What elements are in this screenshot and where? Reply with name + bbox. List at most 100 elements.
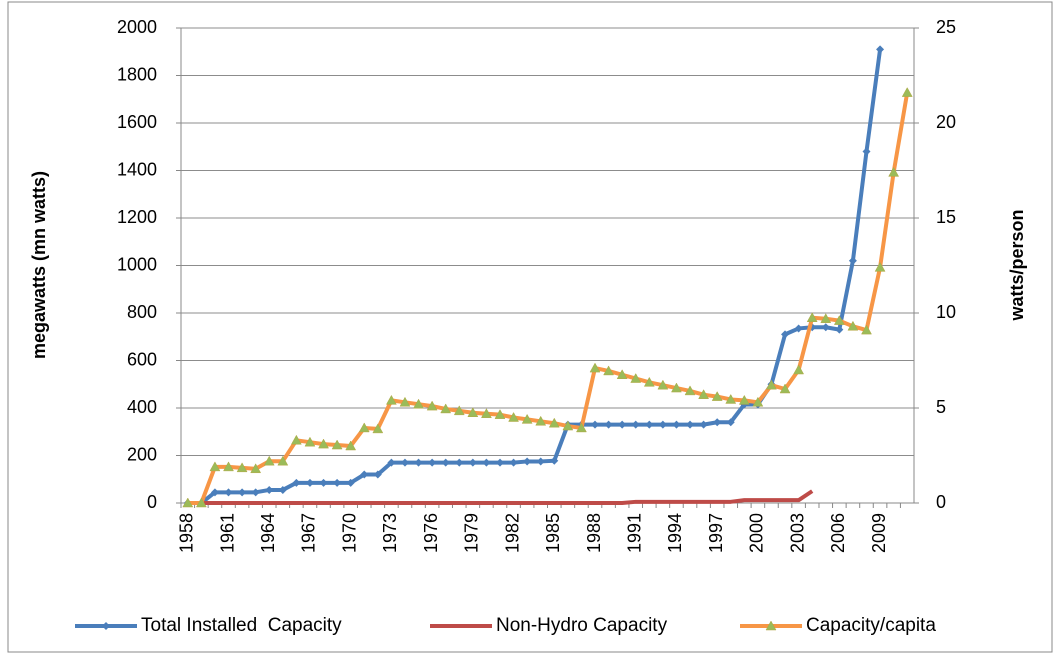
- y-tick-label: 400: [127, 397, 157, 417]
- data-point: [305, 478, 314, 487]
- y2-tick-label: 25: [936, 17, 956, 37]
- data-point: [292, 478, 301, 487]
- data-point: [874, 261, 886, 272]
- data-point: [684, 385, 696, 396]
- data-point: [713, 418, 722, 427]
- x-tick-label: 1964: [258, 513, 278, 553]
- data-point: [535, 415, 547, 426]
- data-point: [209, 461, 221, 472]
- data-point: [182, 497, 194, 508]
- data-point: [265, 485, 274, 494]
- x-tick-label: 1967: [299, 513, 319, 553]
- data-point: [848, 256, 857, 265]
- data-point: [521, 413, 533, 424]
- data-point: [833, 315, 845, 325]
- data-point: [278, 485, 287, 494]
- data-point: [643, 376, 655, 387]
- legend-label: Non-Hydro Capacity: [496, 615, 668, 636]
- data-point: [387, 458, 396, 467]
- data-point: [821, 323, 830, 332]
- data-point: [414, 458, 423, 467]
- data-point: [562, 420, 574, 431]
- data-point: [263, 455, 275, 466]
- data-point: [372, 423, 384, 434]
- y2-tick-label: 5: [936, 397, 946, 417]
- x-tick-label: 1973: [380, 513, 400, 553]
- data-point: [779, 383, 791, 394]
- data-point: [847, 320, 859, 331]
- y2-axis-title: watts/person: [1007, 209, 1027, 321]
- data-point: [453, 405, 465, 416]
- y2-tick-label: 20: [936, 112, 956, 132]
- x-tick-label: 2003: [787, 513, 807, 553]
- data-point: [195, 497, 207, 508]
- data-point: [752, 396, 764, 407]
- data-point: [820, 313, 832, 323]
- data-point: [686, 420, 695, 429]
- data-point: [358, 422, 370, 433]
- y2-tick-label: 10: [936, 302, 956, 322]
- data-point: [876, 45, 885, 54]
- data-point: [576, 422, 587, 433]
- data-point: [630, 373, 642, 383]
- data-point: [482, 458, 491, 467]
- data-point: [333, 478, 342, 487]
- data-point: [455, 458, 464, 467]
- data-point: [360, 470, 369, 479]
- data-point: [901, 87, 913, 97]
- data-point: [631, 420, 640, 429]
- x-tick-label: 2006: [828, 513, 848, 553]
- data-point: [346, 478, 355, 487]
- y-tick-label: 800: [127, 302, 157, 322]
- data-point: [672, 420, 681, 429]
- data-point: [550, 456, 559, 465]
- x-tick-label: 2000: [747, 513, 767, 553]
- data-point: [548, 417, 560, 428]
- data-point: [223, 461, 234, 472]
- data-point: [345, 440, 357, 451]
- chart-border: [7, 1, 1053, 653]
- legend-marker: [765, 620, 777, 631]
- data-point: [426, 400, 438, 411]
- x-tick-label: 1958: [177, 513, 197, 553]
- data-point: [671, 382, 682, 393]
- data-point: [589, 362, 601, 373]
- series-line: [187, 489, 814, 505]
- data-point: [399, 396, 411, 407]
- data-point: [645, 420, 654, 429]
- y2-tick-label: 15: [936, 207, 956, 227]
- data-point: [766, 379, 777, 390]
- data-point: [413, 398, 424, 409]
- x-tick-label: 1961: [217, 513, 237, 553]
- data-point: [725, 393, 737, 404]
- data-point: [385, 394, 397, 405]
- data-point: [793, 364, 805, 375]
- data-point: [698, 389, 710, 399]
- data-point: [726, 418, 735, 427]
- data-point: [290, 434, 302, 445]
- data-point: [806, 312, 818, 322]
- data-point: [224, 488, 233, 497]
- data-point: [480, 408, 492, 418]
- y-tick-label: 600: [127, 349, 157, 369]
- data-point: [616, 369, 628, 379]
- x-tick-label: 1985: [543, 513, 563, 553]
- data-point: [400, 458, 409, 467]
- x-tick-label: 2009: [869, 513, 889, 553]
- data-point: [536, 457, 545, 466]
- data-point: [210, 488, 219, 497]
- data-point: [440, 403, 452, 414]
- data-point: [862, 147, 871, 156]
- data-point: [277, 455, 289, 466]
- data-point: [657, 379, 669, 390]
- data-point: [494, 409, 506, 419]
- data-point: [711, 391, 723, 401]
- data-point: [467, 407, 479, 417]
- x-tick-label: 1994: [665, 513, 685, 553]
- y-tick-label: 200: [127, 444, 157, 464]
- data-point: [835, 325, 844, 334]
- y-tick-label: 2000: [117, 17, 157, 37]
- x-tick-label: 1997: [706, 513, 726, 553]
- y-tick-label: 1200: [117, 207, 157, 227]
